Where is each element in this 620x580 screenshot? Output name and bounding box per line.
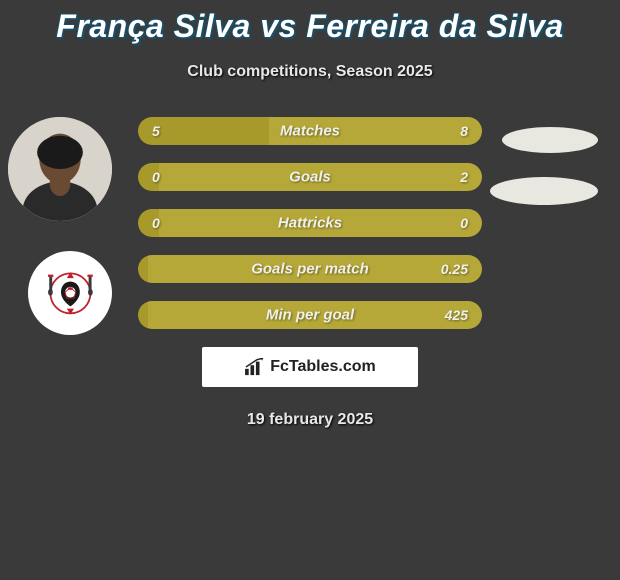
stat-label: Goals per match bbox=[251, 261, 369, 278]
stat-left-value: 0 bbox=[152, 215, 160, 231]
stat-right-value: 2 bbox=[460, 169, 468, 185]
stat-bars: 5 Matches 8 0 Goals 2 0 Hattricks 0 Goals per mat… bbox=[138, 117, 482, 329]
opponent-pill bbox=[502, 127, 598, 153]
stat-right-value: 0.25 bbox=[441, 261, 468, 277]
stat-right-value: 425 bbox=[445, 307, 468, 323]
stat-label: Matches bbox=[280, 123, 340, 140]
stat-label: Goals bbox=[289, 169, 331, 186]
stat-left-value: 0 bbox=[152, 169, 160, 185]
subtitle: Club competitions, Season 2025 bbox=[0, 63, 620, 81]
stats-area: 5 Matches 8 0 Goals 2 0 Hattricks 0 Goals per mat… bbox=[0, 117, 620, 329]
stat-left-value: 5 bbox=[152, 123, 160, 139]
stat-label: Min per goal bbox=[266, 307, 354, 324]
stat-row: 0 Goals 2 bbox=[138, 163, 482, 191]
stat-row: Min per goal 425 bbox=[138, 301, 482, 329]
chart-icon bbox=[244, 358, 266, 376]
player-avatar bbox=[8, 117, 112, 221]
stat-row: 0 Hattricks 0 bbox=[138, 209, 482, 237]
stat-right-value: 8 bbox=[460, 123, 468, 139]
club-badge bbox=[28, 251, 112, 335]
stat-row: Goals per match 0.25 bbox=[138, 255, 482, 283]
stat-row: 5 Matches 8 bbox=[138, 117, 482, 145]
fctables-logo: FcTables.com bbox=[202, 347, 418, 387]
stat-right-value: 0 bbox=[460, 215, 468, 231]
stat-label: Hattricks bbox=[278, 215, 342, 232]
logo-text: FcTables.com bbox=[270, 358, 376, 376]
opponent-pill bbox=[490, 177, 598, 205]
page-title: França Silva vs Ferreira da Silva bbox=[0, 8, 620, 45]
date-text: 19 february 2025 bbox=[0, 411, 620, 429]
